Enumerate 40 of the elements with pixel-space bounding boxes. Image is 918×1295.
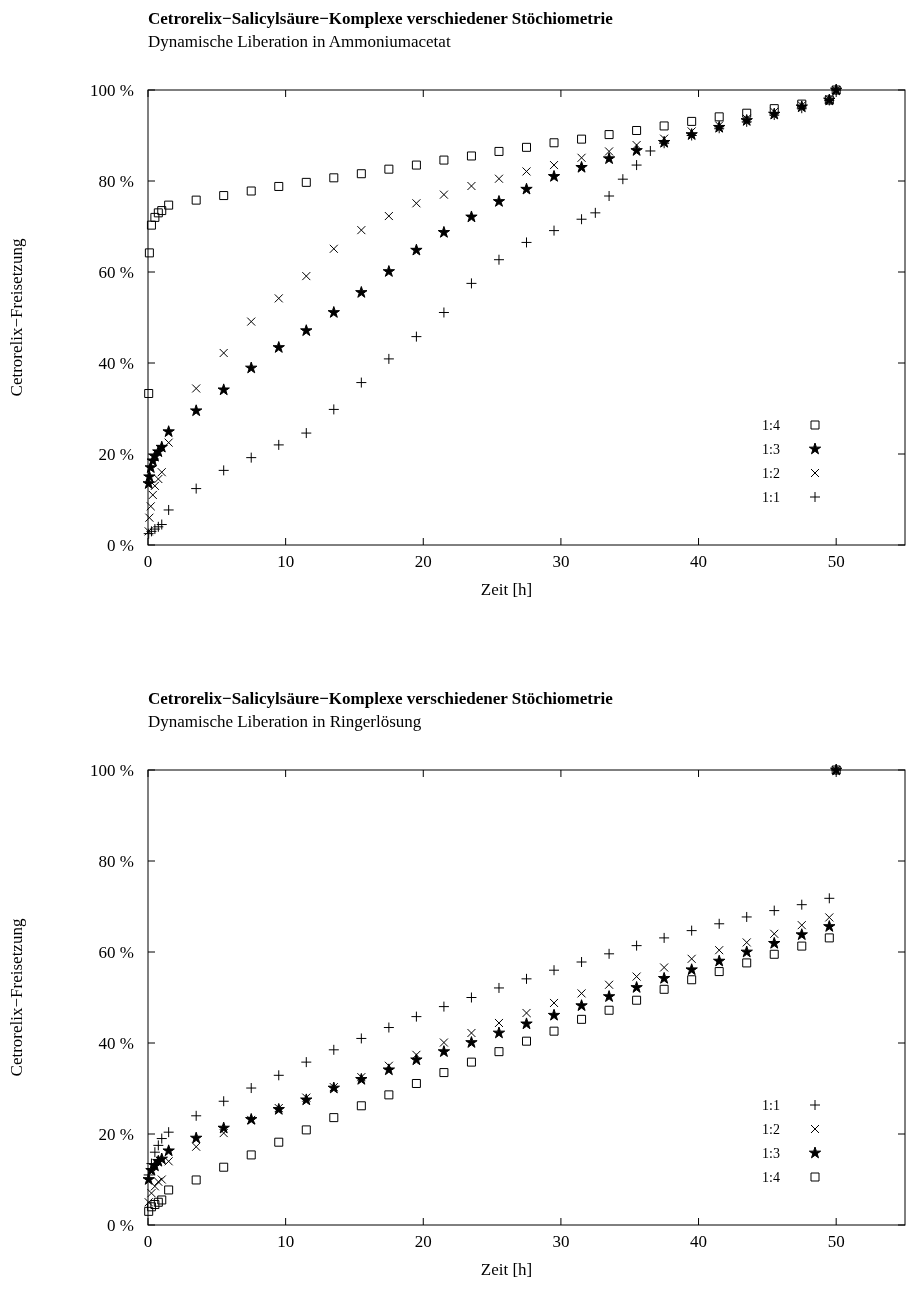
- y-tick-label: 40 %: [98, 354, 134, 373]
- legend-label: 1:3: [762, 442, 780, 457]
- y-tick-label: 60 %: [98, 943, 134, 962]
- x-tick-label: 30: [552, 552, 570, 571]
- x-axis-title: Zeit [h]: [480, 580, 533, 599]
- y-tick-label: 100 %: [90, 81, 134, 100]
- y-tick-label: 0 %: [107, 536, 134, 555]
- chart-subtitle: Dynamische Liberation in Ammoniumacetat: [148, 32, 451, 51]
- y-tick-label: 60 %: [98, 263, 134, 282]
- y-tick-label: 20 %: [98, 445, 134, 464]
- x-tick-label: 20: [414, 552, 432, 571]
- y-axis-title: Cetrorelix−Freisetzung: [7, 238, 26, 397]
- x-tick-label: 0: [143, 1232, 153, 1251]
- legend-label: 1:3: [762, 1146, 780, 1161]
- chart-title: Cetrorelix−Salicylsäure−Komplexe verschiedener Stöchiometrie: [148, 9, 614, 28]
- legend-label: 1:2: [762, 466, 780, 481]
- x-tick-label: 50: [827, 552, 845, 571]
- legend-label: 1:4: [762, 418, 780, 433]
- legend-label: 1:1: [762, 490, 780, 505]
- y-tick-label: 100 %: [90, 761, 134, 780]
- legend-label: 1:1: [762, 1098, 780, 1113]
- chart-title: Cetrorelix−Salicylsäure−Komplexe verschiedener Stöchiometrie: [148, 689, 614, 708]
- y-tick-label: 80 %: [98, 172, 134, 191]
- x-tick-label: 50: [827, 1232, 845, 1251]
- y-tick-label: 0 %: [107, 1216, 134, 1235]
- legend-label: 1:4: [762, 1170, 780, 1185]
- x-tick-label: 10: [277, 552, 295, 571]
- x-axis-title: Zeit [h]: [480, 1260, 533, 1279]
- legend-label: 1:2: [762, 1122, 780, 1137]
- y-axis-title: Cetrorelix−Freisetzung: [7, 918, 26, 1077]
- chart-subtitle: Dynamische Liberation in Ringerlösung: [148, 712, 422, 731]
- x-tick-label: 10: [277, 1232, 295, 1251]
- y-tick-label: 80 %: [98, 852, 134, 871]
- x-tick-label: 0: [143, 552, 153, 571]
- x-tick-label: 40: [690, 552, 708, 571]
- y-tick-label: 40 %: [98, 1034, 134, 1053]
- x-tick-label: 20: [414, 1232, 432, 1251]
- x-tick-label: 40: [690, 1232, 708, 1251]
- x-tick-label: 30: [552, 1232, 570, 1251]
- y-tick-label: 20 %: [98, 1125, 134, 1144]
